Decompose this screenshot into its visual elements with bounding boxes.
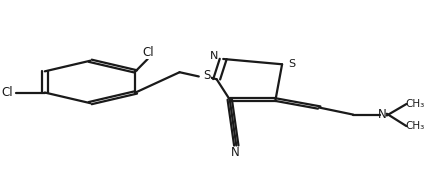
Text: N: N bbox=[231, 146, 240, 159]
Text: CH₃: CH₃ bbox=[405, 99, 425, 109]
Text: S: S bbox=[203, 69, 210, 82]
Text: N: N bbox=[210, 51, 218, 61]
Text: Cl: Cl bbox=[142, 46, 154, 59]
Text: CH₃: CH₃ bbox=[405, 121, 425, 131]
Text: N: N bbox=[378, 108, 387, 121]
Text: S: S bbox=[288, 59, 295, 69]
Text: Cl: Cl bbox=[1, 86, 13, 99]
